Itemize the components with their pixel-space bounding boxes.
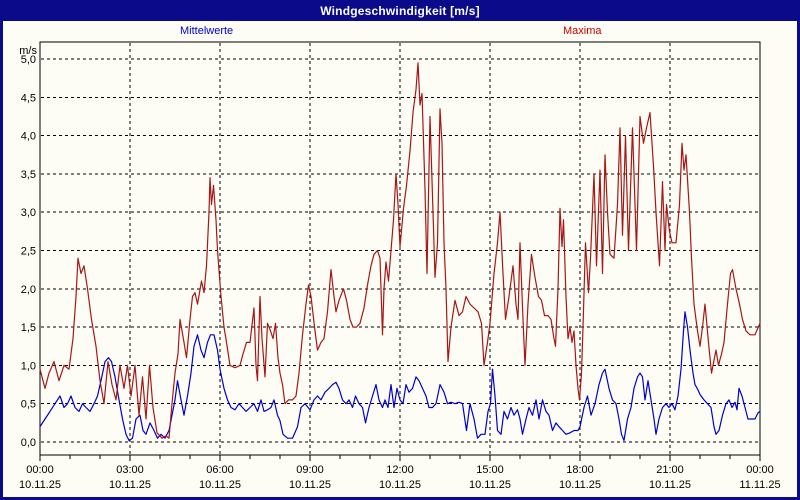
x-tick-time-label: 21:00 [656, 464, 684, 476]
y-tick-label: 2,0 [21, 284, 36, 296]
x-tick-date-label: 10.11.25 [559, 479, 601, 491]
x-tick-time-label: 15:00 [476, 464, 504, 476]
maxima-line [39, 62, 761, 439]
legend-label-mittelwerte: Mittelwerte [180, 25, 234, 37]
axis-labels: m/s 0,0 0,5 1,0 1,5 2,0 2,5 3,0 3,5 4,0 4,5 5,0 00:0… [19, 45, 781, 491]
x-tick-time-label: 00:00 [746, 464, 774, 476]
x-tick-time-label: 18:00 [566, 464, 594, 476]
mittelwerte-line [39, 311, 761, 442]
page-title: Windgeschwindigkeit [m/s] [320, 3, 480, 18]
x-tick-time-label: 12:00 [386, 464, 414, 476]
x-tick-date-label: 10.11.25 [289, 479, 331, 491]
x-tick-date-label: 10.11.25 [649, 479, 691, 491]
y-tick-label: 4,5 [21, 92, 36, 104]
x-tick-date-label: 10.11.25 [379, 479, 421, 491]
x-tick-time-label: 03:00 [116, 464, 144, 476]
y-tick-label: 2,5 [21, 246, 36, 258]
legend-label-maxima: Maxima [563, 25, 602, 37]
y-tick-label: 3,5 [21, 169, 36, 181]
y-tick-label: 0,5 [21, 399, 36, 411]
x-tick-time-label: 06:00 [206, 464, 234, 476]
y-tick-label: 1,0 [21, 360, 36, 372]
y-unit-label: m/s [19, 45, 37, 57]
x-tick-date-label: 10.11.25 [199, 479, 241, 491]
x-tick-date-label: 11.11.25 [739, 479, 780, 491]
y-tick-label: 4,0 [21, 131, 36, 143]
title-bar: Windgeschwindigkeit [m/s] [0, 0, 800, 21]
y-tick-label: 1,5 [21, 322, 36, 334]
y-tick-label: 3,0 [21, 207, 36, 219]
x-tick-date-label: 10.11.25 [19, 479, 61, 491]
x-tick-time-label: 09:00 [296, 464, 324, 476]
x-tick-date-label: 10.11.25 [469, 479, 511, 491]
y-tick-label: 0,0 [21, 437, 36, 449]
x-tick-time-label: 00:00 [26, 464, 54, 476]
x-axis-ticks [39, 455, 761, 461]
y-tick-label: 5,0 [21, 54, 36, 66]
x-tick-date-label: 10.11.25 [109, 479, 151, 491]
